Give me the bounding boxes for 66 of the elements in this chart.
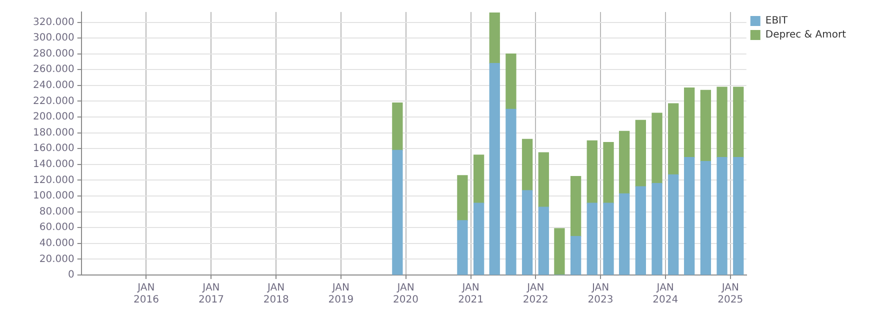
y-tick-label: 140.000 — [32, 159, 74, 170]
bar — [652, 112, 662, 184]
x-tick-label: JAN 2020 — [393, 282, 419, 306]
bar — [716, 156, 728, 275]
bar — [618, 130, 630, 194]
y-tick-label: 300.000 — [32, 32, 74, 44]
x-tick-label: JAN 2023 — [588, 282, 614, 306]
x-tick-label: JAN 2018 — [263, 282, 289, 306]
bar — [538, 206, 549, 275]
bar — [716, 86, 728, 158]
y-tick-label: 280.000 — [32, 48, 74, 60]
bar — [652, 183, 662, 275]
bar — [570, 236, 582, 275]
x-tick-label: JAN 2016 — [133, 282, 159, 306]
x-tick-label: JAN 2024 — [652, 282, 678, 306]
bar — [733, 86, 744, 158]
x-tick-label: JAN 2025 — [718, 282, 744, 306]
bar — [668, 174, 679, 275]
y-tick-label: 260.000 — [32, 64, 74, 76]
bar — [586, 202, 598, 275]
legend-label: EBIT — [765, 16, 788, 27]
y-tick-label: 60.000 — [39, 222, 74, 234]
bar — [618, 193, 630, 275]
bar — [522, 190, 533, 275]
bar — [473, 202, 484, 275]
bar — [489, 12, 500, 64]
legend-label: Deprec & Amort — [765, 30, 846, 41]
x-tick-label: JAN 2021 — [458, 282, 484, 306]
bar — [635, 120, 646, 187]
bar — [489, 63, 500, 275]
bar — [538, 152, 549, 208]
x-tick-label: JAN 2019 — [328, 282, 354, 306]
bar — [473, 154, 484, 204]
bar — [603, 202, 614, 275]
bar — [700, 160, 712, 275]
bar — [392, 150, 403, 275]
y-tick-label: 240.000 — [32, 80, 74, 92]
y-tick-label: 160.000 — [32, 143, 74, 154]
bar — [733, 156, 744, 275]
y-tick-label: 320.000 — [32, 16, 74, 28]
bar — [684, 87, 695, 158]
y-tick-label: 120.000 — [32, 174, 74, 186]
bar — [603, 142, 614, 204]
x-tick-label: JAN 2017 — [198, 282, 224, 306]
y-tick-label: 200.000 — [32, 112, 74, 123]
y-tick-label: 100.000 — [32, 190, 74, 202]
y-tick-label: 0 — [68, 270, 74, 281]
y-tick-label: 40.000 — [39, 238, 74, 249]
bar — [684, 156, 695, 275]
bar — [392, 102, 403, 151]
y-tick-label: 80.000 — [39, 206, 74, 218]
bar — [457, 175, 468, 221]
bar — [668, 103, 679, 176]
y-tick-label: 20.000 — [39, 254, 74, 265]
x-tick-label: JAN 2022 — [522, 282, 548, 306]
bar — [700, 90, 712, 162]
bar — [457, 220, 468, 275]
bar — [522, 138, 533, 191]
bar — [635, 186, 646, 275]
bar — [554, 228, 565, 275]
bar — [570, 176, 582, 237]
y-tick-label: 220.000 — [32, 96, 74, 107]
bar — [506, 108, 516, 275]
y-tick-label: 180.000 — [32, 127, 74, 138]
bar — [506, 54, 516, 110]
bar — [586, 140, 598, 204]
